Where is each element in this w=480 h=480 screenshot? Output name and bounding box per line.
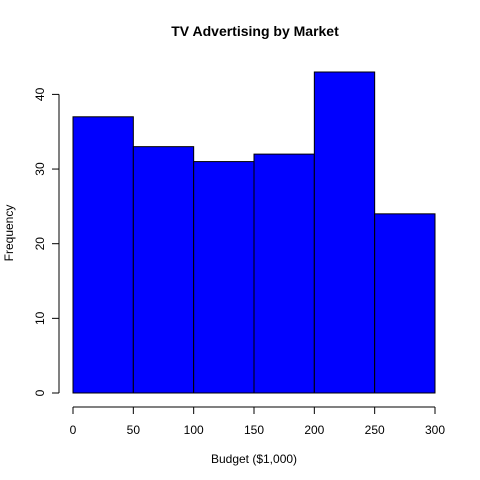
histogram-bar-150-200 xyxy=(253,153,315,394)
y-axis-label: Frequency xyxy=(2,205,16,262)
chart-title: TV Advertising by Market xyxy=(171,23,339,39)
x-axis-label: Budget ($1,000) xyxy=(211,452,297,466)
x-tick-label-0: 0 xyxy=(70,423,77,437)
histogram-bar-0-50 xyxy=(72,116,134,394)
histogram-bar-250-300 xyxy=(374,213,436,394)
x-tick-label-100: 100 xyxy=(184,423,204,437)
histogram-bar-200-250 xyxy=(313,71,376,394)
y-tick-label-30: 30 xyxy=(33,162,47,176)
x-tick-label-250: 250 xyxy=(365,423,385,437)
y-tick-label-40: 40 xyxy=(33,87,47,101)
bars-group xyxy=(72,71,436,394)
histogram-bar-50-100 xyxy=(132,146,195,394)
x-axis: 0 50 100 150 200 250 300 xyxy=(70,406,445,437)
histogram-bar-100-150 xyxy=(193,161,255,394)
y-tick-label-20: 20 xyxy=(33,237,47,251)
y-axis: 0 10 20 30 40 xyxy=(33,87,60,396)
y-tick-label-0: 0 xyxy=(33,389,47,396)
y-tick-label-10: 10 xyxy=(33,311,47,325)
x-tick-label-150: 150 xyxy=(244,423,264,437)
x-tick-label-50: 50 xyxy=(127,423,141,437)
x-tick-label-300: 300 xyxy=(425,423,445,437)
x-tick-label-200: 200 xyxy=(304,423,324,437)
